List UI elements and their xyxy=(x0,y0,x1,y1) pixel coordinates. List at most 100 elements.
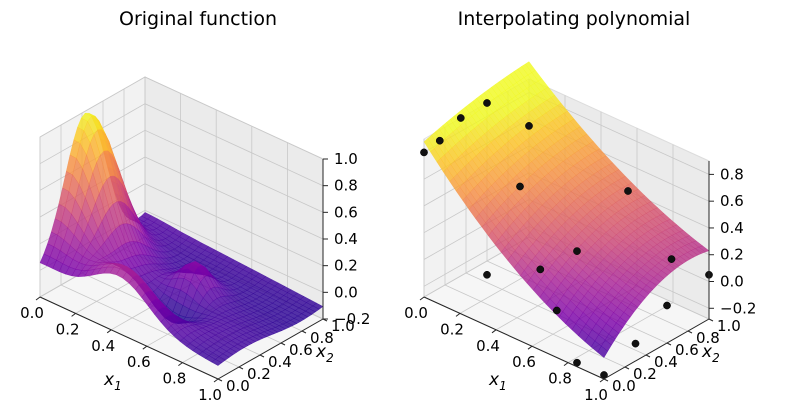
sample-point xyxy=(483,270,491,279)
y-tick-label: 0.0 xyxy=(612,377,636,395)
x-tick-label: 0.4 xyxy=(476,337,500,355)
y-tick-mark xyxy=(624,366,630,370)
z-tick-label: 0.8 xyxy=(334,177,358,195)
z-tick-label: −0.2 xyxy=(334,310,370,328)
y-tick-label: 0.0 xyxy=(226,377,250,395)
y-tick-label: 0.6 xyxy=(675,341,699,359)
x-tick-mark xyxy=(142,345,148,350)
z-tick-label: 0.0 xyxy=(334,283,358,301)
z-tick-label: 0.4 xyxy=(720,219,744,237)
surface-patch xyxy=(211,359,223,366)
x-tick-mark xyxy=(455,312,461,317)
y-tick-label: 1.0 xyxy=(331,317,355,335)
z-axis-ticks: −0.2 0.0 0.2 0.4 0.6 0.8 xyxy=(709,165,756,317)
sample-points xyxy=(420,99,713,379)
sample-point xyxy=(552,306,561,315)
sample-point xyxy=(420,148,428,157)
sample-point xyxy=(624,187,632,195)
y-tick-mark xyxy=(280,342,286,346)
y-tick-label: 0.4 xyxy=(654,353,678,371)
sample-point xyxy=(483,99,491,107)
x-axis-line xyxy=(423,296,605,380)
x-tick-mark xyxy=(491,329,497,334)
x-tick-label: 0.8 xyxy=(162,370,186,388)
y-tick-mark xyxy=(259,354,265,358)
y-axis-ticks: 0.00.20.40.60.81.0 xyxy=(603,317,741,395)
sample-point xyxy=(435,136,444,145)
x-axis-label: x1 xyxy=(488,370,507,393)
z-tick-label: 0.2 xyxy=(334,257,358,275)
x-tick-label: 0.0 xyxy=(404,304,428,322)
sample-point xyxy=(663,301,671,310)
x-tick-mark xyxy=(527,345,533,350)
x-tick-mark xyxy=(71,312,76,317)
z-tick-label: −0.2 xyxy=(720,299,756,317)
x-tick-label: 1.0 xyxy=(198,386,222,404)
sample-point xyxy=(516,182,524,191)
y-tick-label: 0.6 xyxy=(289,341,313,359)
x-tick-mark xyxy=(35,296,41,301)
chart-title: Interpolating polynomial xyxy=(458,8,691,30)
y-tick-mark xyxy=(687,330,693,334)
y-tick-label: 0.8 xyxy=(696,329,720,347)
sample-point xyxy=(456,114,465,122)
gridline-floor-x xyxy=(567,302,674,363)
x-tick-label: 0.0 xyxy=(20,304,44,322)
y-tick-label: 0.2 xyxy=(247,365,271,383)
y-tick-label: 0.2 xyxy=(633,365,657,383)
surface-patch xyxy=(597,345,609,358)
x-tick-mark xyxy=(106,329,112,334)
y-axis-label: x2 xyxy=(701,342,720,365)
surface-mesh xyxy=(39,112,324,366)
y-axis-line xyxy=(217,318,324,380)
z-tick-label: 1.0 xyxy=(334,150,358,168)
x-tick-mark xyxy=(178,362,183,367)
sample-point xyxy=(631,339,640,348)
y-tick-mark xyxy=(666,342,672,346)
x-axis-label: x1 xyxy=(103,370,122,393)
chart-original-function: Original function 0.00.20.40.60.81.0 0.0… xyxy=(20,8,370,404)
x-tick-mark xyxy=(563,362,569,367)
chart-interpolating-polynomial: Interpolating polynomial 0.00.20.40.60.8… xyxy=(404,8,756,404)
x-tick-label: 0.6 xyxy=(512,353,536,371)
z-tick-label: 0.4 xyxy=(334,230,358,248)
z-tick-label: 0.2 xyxy=(720,246,744,264)
x-axis-line xyxy=(39,296,219,380)
x-tick-label: 0.6 xyxy=(127,353,151,371)
z-axis-ticks: −0.2 0.0 0.2 0.4 0.6 0.8 1.0 xyxy=(323,150,370,328)
chart-title: Original function xyxy=(119,8,277,30)
y-tick-mark xyxy=(603,378,609,382)
x-tick-label: 0.2 xyxy=(440,320,464,338)
x-tick-mark xyxy=(599,378,605,383)
x-tick-label: 0.4 xyxy=(91,337,115,355)
y-axis-ticks: 0.00.20.40.60.81.0 xyxy=(217,317,355,395)
surface-mesh xyxy=(423,61,710,358)
gridline-floor-y xyxy=(444,284,626,368)
z-tick-label: 0.6 xyxy=(334,203,358,221)
sample-point xyxy=(667,255,676,263)
y-tick-mark xyxy=(645,354,651,358)
y-tick-label: 0.8 xyxy=(310,329,334,347)
z-tick-label: 0.0 xyxy=(720,273,744,291)
x-tick-mark xyxy=(213,378,219,383)
y-tick-mark xyxy=(238,366,244,370)
sample-point xyxy=(536,265,545,274)
gridline-z xyxy=(39,76,324,160)
x-tick-label: 0.2 xyxy=(56,320,80,338)
y-tick-mark xyxy=(217,378,223,382)
y-tick-mark xyxy=(708,318,714,322)
y-tick-label: 1.0 xyxy=(717,317,741,335)
sample-point xyxy=(525,122,533,130)
z-tick-label: 0.8 xyxy=(720,165,744,183)
sample-point xyxy=(573,247,581,255)
y-axis-line xyxy=(603,318,710,380)
y-axis-label: x2 xyxy=(315,342,334,365)
axis-lines xyxy=(423,161,710,380)
x-axis-ticks: 0.0 0.2 0.4 0.6 0.8 1.0 xyxy=(404,296,608,404)
x-tick-mark xyxy=(419,296,425,301)
x-tick-label: 0.8 xyxy=(548,370,572,388)
x-axis-ticks: 0.0 0.2 0.4 0.6 0.8 1.0 xyxy=(20,296,222,404)
y-tick-mark xyxy=(301,330,307,334)
z-tick-label: 0.6 xyxy=(720,192,744,210)
